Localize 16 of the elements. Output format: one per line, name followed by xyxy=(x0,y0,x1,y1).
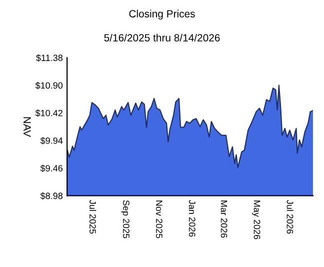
y-tick-label: $9.94 xyxy=(40,137,63,144)
x-tick-label: Nov 2025 xyxy=(156,200,162,238)
chart-title: Closing Prices xyxy=(129,10,195,20)
x-tick-label: Sep 2025 xyxy=(121,200,130,238)
chart-subtitle: 5/16/2025 thru 8/14/2026 xyxy=(104,34,220,42)
y-tick-label: $10.90 xyxy=(35,82,63,90)
y-tick-label: $10.42 xyxy=(35,109,62,117)
x-tick-label: Jul 2025 xyxy=(90,200,96,234)
x-tick-label: Jan 2026 xyxy=(188,200,196,237)
x-tick-label: Mar 2026 xyxy=(220,200,228,238)
y-axis-title: NAV xyxy=(24,117,31,137)
y-tick-label: $8.98 xyxy=(40,192,63,200)
y-tick-label: $11.38 xyxy=(36,54,63,62)
x-tick-label: Jul 2026 xyxy=(286,200,294,234)
x-tick-label: May 2026 xyxy=(252,200,260,240)
y-tick-label: $9.46 xyxy=(40,164,63,172)
